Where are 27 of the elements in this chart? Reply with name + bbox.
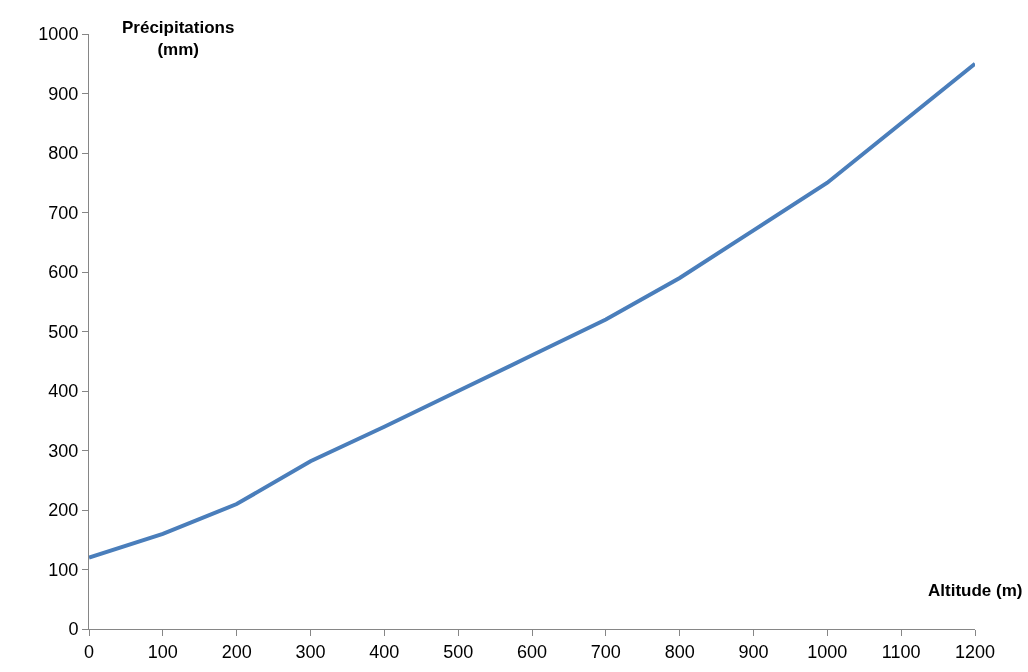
y-tick-label: 200: [48, 500, 79, 521]
x-tick-label: 200: [221, 641, 252, 662]
y-tick-label: 1000: [38, 24, 79, 45]
y-tick-label: 600: [48, 262, 79, 283]
x-tick-label: 500: [443, 641, 474, 662]
x-tick-label: 400: [369, 641, 400, 662]
x-tick-label: 100: [147, 641, 178, 662]
x-tick-label: 800: [664, 641, 695, 662]
y-tick-label: 700: [48, 202, 79, 223]
y-axis-title: Précipitations (mm): [122, 18, 235, 60]
x-tick-label: 0: [83, 641, 95, 662]
y-tick-label: 900: [48, 83, 79, 104]
y-tick-label: 300: [48, 440, 79, 461]
y-tick-label: 800: [48, 143, 79, 164]
x-tick-label: 300: [295, 641, 326, 662]
x-tick-label: 1000: [807, 641, 848, 662]
line-series: [89, 61, 975, 560]
x-tick-label: 1200: [954, 641, 996, 662]
y-tick-label: 400: [48, 381, 79, 402]
y-tick-label: 100: [48, 559, 79, 580]
x-tick-label: 1100: [881, 641, 921, 662]
y-tick-label: 0: [68, 619, 79, 640]
x-tick-label: 700: [590, 641, 621, 662]
x-tick-label: 900: [738, 641, 769, 662]
x-tick-label: 600: [516, 641, 548, 662]
y-tick-label: 500: [48, 321, 79, 342]
x-axis-title: Altitude (m): [928, 581, 1023, 600]
